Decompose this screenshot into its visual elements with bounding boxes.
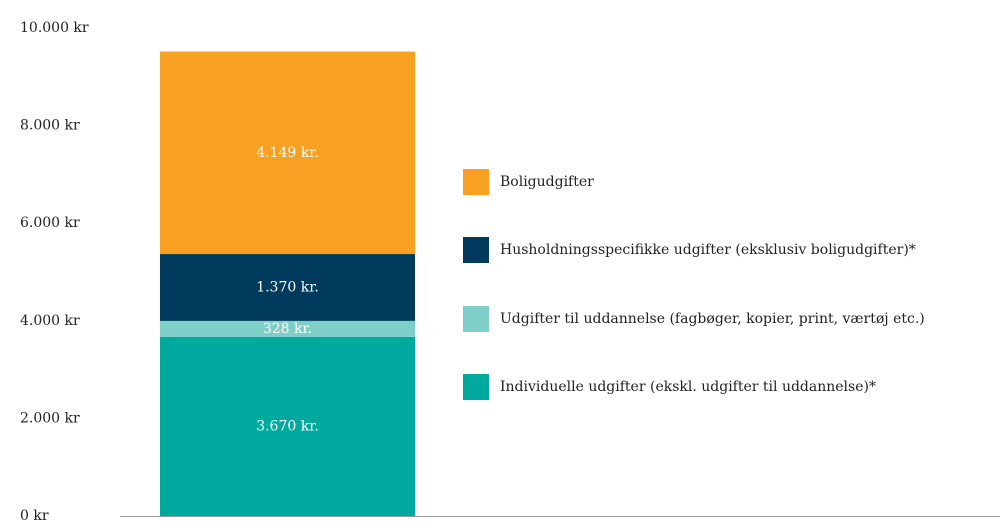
value-label: 4.149 kr.: [256, 145, 319, 161]
value-label: 328 kr.: [263, 321, 312, 337]
value-label: 3.670 kr.: [256, 418, 319, 434]
bar-segment: [160, 336, 415, 516]
value-label: 1.370 kr.: [256, 279, 319, 295]
y-tick-label: 6.000 kr: [20, 215, 80, 231]
y-tick-label: 2.000 kr: [20, 410, 80, 426]
y-tick-label: 0 kr: [20, 508, 49, 524]
legend-label: Individuelle udgifter (ekskl. udgifter t…: [500, 379, 876, 395]
legend-swatch: [463, 374, 489, 400]
bar-segment: [160, 254, 415, 321]
y-tick-label: 8.000 kr: [20, 118, 80, 134]
y-tick-label: 4.000 kr: [20, 313, 80, 329]
bar-segment: [160, 51, 415, 255]
legend-label: Husholdningsspecifikke udgifter (eksklus…: [500, 242, 916, 258]
y-tick-label: 10.000 kr: [20, 20, 89, 36]
legend-label: Udgifter til uddannelse (fagbøger, kopie…: [500, 311, 925, 327]
bar-segment: [160, 320, 415, 337]
legend-swatch: [463, 306, 489, 332]
legend-label: Boligudgifter: [500, 174, 594, 190]
legend-swatch: [463, 237, 489, 263]
legend-swatch: [463, 169, 489, 195]
